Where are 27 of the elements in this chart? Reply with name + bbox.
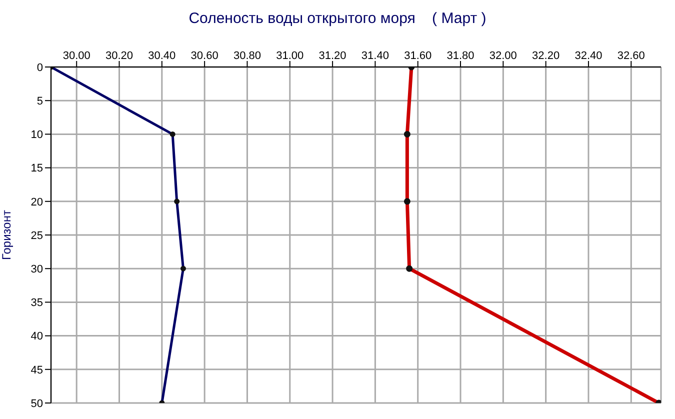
y-tick-label: 0 [36,62,43,74]
y-tick-label: 25 [30,230,43,242]
x-tick-label: 31.20 [318,50,346,62]
y-axis-title: Горизонт [0,210,14,260]
x-tick-label: 30.40 [148,50,176,62]
y-tick-label: 50 [30,398,43,410]
x-tick-label: 31.00 [276,50,304,62]
x-tick-label: 30.80 [233,50,261,62]
x-tick-label: 32.60 [617,50,645,62]
x-tick-label: 32.40 [574,50,602,62]
y-tick-label: 30 [30,264,43,276]
y-tick-label: 20 [30,196,43,208]
x-tick-label: 30.60 [190,50,218,62]
x-tick-label: 31.40 [361,50,389,62]
y-tick-label: 40 [30,330,43,343]
y-tick-label: 15 [30,162,43,175]
y-tick-label: 10 [30,129,43,142]
y-tick-label: 45 [30,364,43,376]
x-tick-label: 30.00 [62,50,90,62]
y-tick-label: 35 [30,297,43,310]
x-tick-label: 31.80 [446,50,474,62]
x-tick-label: 32.00 [489,50,517,62]
chart-title: Соленость воды открытого моря ( Март ) [188,10,488,27]
x-tick-label: 30.20 [105,50,134,62]
y-tick-label: 5 [36,96,43,108]
x-tick-label: 32.20 [532,50,560,62]
x-tick-label: 31.60 [404,50,432,62]
